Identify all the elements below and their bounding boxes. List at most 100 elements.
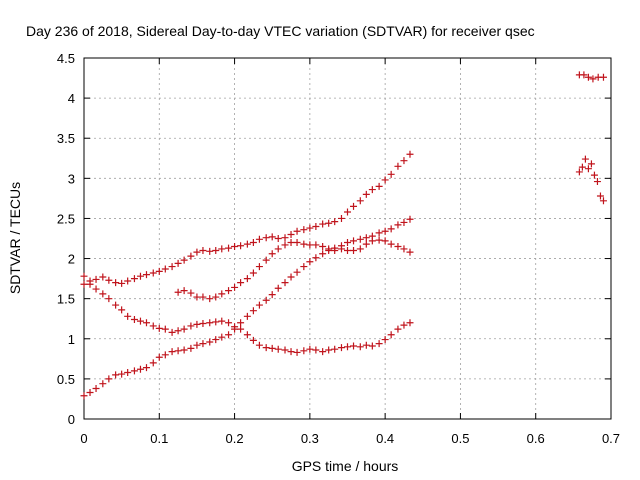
data-point — [325, 245, 333, 253]
data-point — [86, 280, 94, 288]
data-point — [92, 285, 100, 293]
data-point — [274, 284, 282, 292]
data-point — [243, 312, 251, 320]
data-point — [130, 275, 138, 283]
data-point — [237, 242, 245, 250]
data-point — [350, 247, 358, 255]
data-point — [92, 385, 100, 393]
data-point — [174, 288, 182, 296]
data-point — [212, 336, 220, 344]
data-point — [337, 214, 345, 222]
data-point — [344, 208, 351, 216]
data-point — [281, 241, 289, 249]
data-point — [274, 345, 282, 353]
data-point — [337, 245, 345, 253]
data-point — [161, 265, 169, 273]
data-point — [124, 312, 132, 320]
data-point — [287, 273, 295, 281]
data-point — [331, 218, 339, 226]
data-point — [118, 306, 126, 314]
data-point — [406, 215, 414, 223]
data-point — [375, 229, 383, 237]
data-point — [80, 272, 88, 280]
data-point — [218, 333, 226, 341]
data-point — [249, 239, 257, 247]
data-point — [362, 190, 370, 198]
data-point — [590, 171, 598, 179]
data-point — [381, 237, 389, 245]
data-point — [306, 224, 314, 232]
data-point — [174, 259, 182, 267]
series-track-c — [80, 215, 414, 400]
y-tick-label: 3 — [68, 171, 75, 186]
data-point — [180, 325, 188, 333]
y-tick-label: 2 — [68, 252, 75, 267]
data-point — [99, 290, 107, 298]
plot-border — [83, 57, 612, 420]
data-point — [155, 267, 163, 275]
data-point — [362, 240, 370, 248]
data-point — [312, 254, 320, 262]
data-point — [274, 245, 282, 253]
y-tick-label: 3.5 — [57, 131, 75, 146]
data-point — [400, 218, 408, 226]
data-point — [319, 243, 327, 251]
x-tick-label: 0 — [80, 431, 87, 446]
data-point — [587, 160, 595, 168]
data-point — [406, 248, 414, 256]
chart-title: Day 236 of 2018, Sidereal Day-to-day VTE… — [26, 23, 535, 39]
data-point — [375, 340, 383, 348]
data-point — [86, 389, 94, 397]
data-point — [356, 343, 364, 351]
data-point — [268, 250, 276, 258]
data-point — [142, 319, 150, 327]
data-point — [580, 71, 588, 79]
data-point — [337, 344, 345, 352]
data-point — [149, 269, 157, 277]
data-point — [584, 73, 592, 81]
y-tick-label: 4 — [68, 91, 75, 106]
data-point — [344, 343, 351, 351]
x-axis-label: GPS time / hours — [292, 458, 399, 474]
x-tick-label: 0.5 — [451, 431, 469, 446]
data-point — [575, 168, 583, 176]
data-point — [375, 182, 383, 190]
data-point — [136, 272, 144, 280]
data-point — [193, 320, 201, 328]
data-point — [368, 237, 376, 245]
data-point — [394, 325, 402, 333]
x-tick-label: 0.6 — [527, 431, 545, 446]
data-point — [136, 365, 144, 373]
data-point — [99, 273, 107, 281]
data-point — [199, 247, 207, 255]
data-point — [262, 234, 270, 242]
data-point — [187, 344, 195, 352]
data-point — [225, 287, 233, 295]
data-point — [136, 317, 144, 325]
data-point — [350, 237, 358, 245]
data-point — [281, 234, 289, 242]
y-tick-label: 0 — [68, 412, 75, 427]
data-point — [161, 325, 169, 333]
data-point — [243, 275, 251, 283]
data-point — [255, 235, 263, 243]
grid-lines — [84, 58, 611, 419]
data-point — [212, 318, 220, 326]
y-tick-label: 2.5 — [57, 211, 75, 226]
y-tick-label: 1.5 — [57, 292, 75, 307]
data-point — [293, 348, 301, 356]
data-point — [375, 236, 383, 244]
data-point — [105, 295, 113, 303]
data-point — [599, 197, 607, 205]
data-point — [593, 178, 601, 186]
data-point — [225, 244, 233, 252]
data-point — [331, 247, 339, 255]
data-point — [356, 235, 364, 243]
y-tick-label: 1 — [68, 332, 75, 347]
data-point — [394, 243, 402, 251]
data-point — [394, 162, 402, 170]
data-point — [400, 321, 408, 329]
data-point — [231, 243, 239, 251]
data-point — [400, 245, 408, 253]
series-late-mid — [575, 155, 607, 205]
